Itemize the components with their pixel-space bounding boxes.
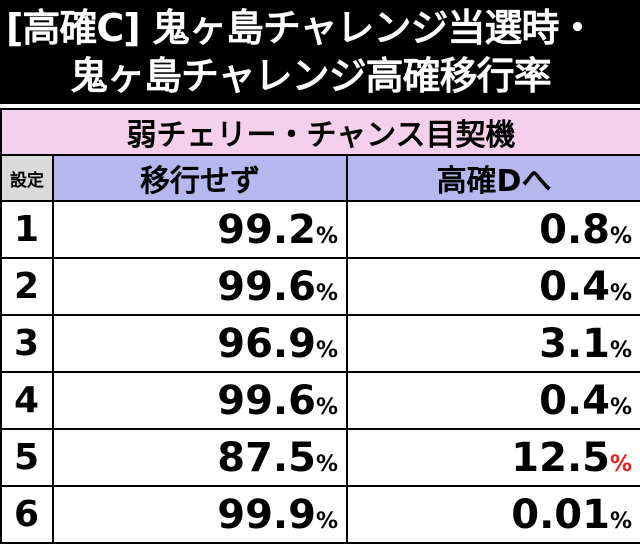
- percent-sign: %: [315, 508, 338, 534]
- title-line-1: [高確C] 鬼ヶ島チャレンジ当選時・: [6, 6, 596, 50]
- to-d-cell: 0.4%: [345, 257, 640, 316]
- setting-cell: 4: [0, 371, 54, 430]
- header-no-move: 移行せず: [52, 154, 348, 202]
- to-d-value: 0.8: [539, 206, 610, 253]
- percent-sign: %: [609, 451, 633, 477]
- table-row: 5 87.5% 12.5%: [0, 428, 640, 487]
- header-setting: 設定: [0, 154, 54, 202]
- setting-cell: 5: [0, 428, 54, 487]
- percent-sign: %: [609, 280, 633, 306]
- header-to-d: 高確Dへ: [345, 154, 640, 202]
- to-d-cell-highlight: 12.5%: [345, 428, 640, 487]
- percent-sign: %: [609, 394, 633, 420]
- no-move-value: 99.9: [217, 491, 316, 538]
- no-move-cell: 99.6%: [52, 371, 348, 430]
- to-d-value: 0.4: [539, 377, 610, 424]
- to-d-cell: 0.01%: [345, 485, 640, 544]
- header-row: 設定 移行せず 高確Dへ: [0, 154, 640, 202]
- no-move-cell: 87.5%: [52, 428, 348, 487]
- table-row: 1 99.2% 0.8%: [0, 200, 640, 259]
- no-move-value: 99.2: [217, 206, 316, 253]
- to-d-value: 0.01: [511, 491, 610, 538]
- percent-sign: %: [609, 223, 633, 249]
- setting-cell: 2: [0, 257, 54, 316]
- percent-sign: %: [315, 451, 338, 477]
- to-d-cell: 0.4%: [345, 371, 640, 430]
- setting-cell: 1: [0, 200, 54, 259]
- table-row: 2 99.6% 0.4%: [0, 257, 640, 316]
- to-d-value: 3.1: [539, 320, 610, 367]
- title-line-2: 鬼ヶ島チャレンジ高確移行率: [70, 54, 552, 98]
- percent-sign: %: [609, 508, 633, 534]
- percent-sign: %: [315, 337, 338, 363]
- to-d-value: 0.4: [539, 263, 610, 310]
- table-row: 6 99.9% 0.01%: [0, 485, 640, 544]
- rate-table: 弱チェリー・チャンス目契機 設定 移行せず 高確Dへ 1 99.2% 0.8% …: [0, 108, 640, 544]
- setting-cell: 6: [0, 485, 54, 544]
- no-move-cell: 99.2%: [52, 200, 348, 259]
- no-move-cell: 96.9%: [52, 314, 348, 373]
- to-d-cell: 0.8%: [345, 200, 640, 259]
- no-move-value: 87.5: [217, 434, 316, 481]
- percent-sign: %: [315, 223, 338, 249]
- page-title: [高確C] 鬼ヶ島チャレンジ当選時・ 鬼ヶ島チャレンジ高確移行率: [0, 0, 640, 104]
- to-d-value: 12.5: [511, 434, 610, 481]
- table-row: 3 96.9% 3.1%: [0, 314, 640, 373]
- percent-sign: %: [315, 280, 338, 306]
- no-move-cell: 99.6%: [52, 257, 348, 316]
- no-move-value: 99.6: [217, 263, 316, 310]
- no-move-value: 99.6: [217, 377, 316, 424]
- no-move-cell: 99.9%: [52, 485, 348, 544]
- to-d-cell: 3.1%: [345, 314, 640, 373]
- no-move-value: 96.9: [217, 320, 316, 367]
- machine-label: 弱チェリー・チャンス目契機: [0, 108, 640, 156]
- table-row: 4 99.6% 0.4%: [0, 371, 640, 430]
- setting-cell: 3: [0, 314, 54, 373]
- machine-row: 弱チェリー・チャンス目契機: [0, 108, 640, 156]
- percent-sign: %: [609, 337, 633, 363]
- percent-sign: %: [315, 394, 338, 420]
